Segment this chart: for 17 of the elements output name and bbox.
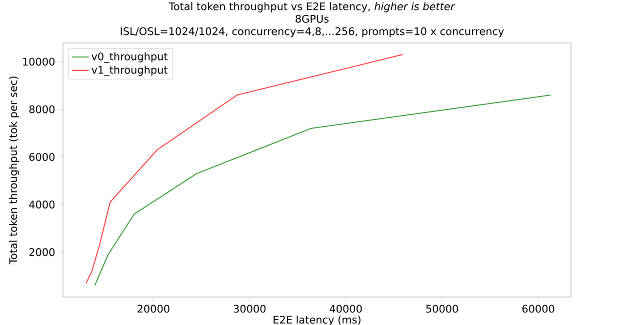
- x-tick-label: 30000: [234, 304, 266, 313]
- legend-label: v0_throughput: [92, 52, 168, 63]
- chart-title: Total token throughput vs E2E latency, higher is better: [168, 2, 456, 12]
- x-tick-label: 20000: [138, 304, 170, 313]
- y-tick-label: 6000: [29, 152, 55, 161]
- y-tick-label: 8000: [29, 105, 55, 114]
- chart-subtitle: 8GPUs ISL/OSL=1024/1024, concurrency=4,8,...256, prompts=10 x concurrency: [120, 14, 504, 38]
- y-axis-title: Total token throughput (tok per sec): [8, 76, 20, 264]
- y-tick-label: 10000: [23, 58, 55, 66]
- line-series: [94, 94, 552, 286]
- legend-label: v1_throughput: [92, 66, 168, 76]
- x-tick-label: 50000: [426, 304, 458, 313]
- x-tick-label: 40000: [330, 304, 362, 313]
- line-series: [86, 54, 404, 284]
- x-tick-label: 60000: [522, 304, 554, 313]
- y-tick-label: 2000: [29, 248, 55, 256]
- y-tick-label: 4000: [29, 200, 55, 208]
